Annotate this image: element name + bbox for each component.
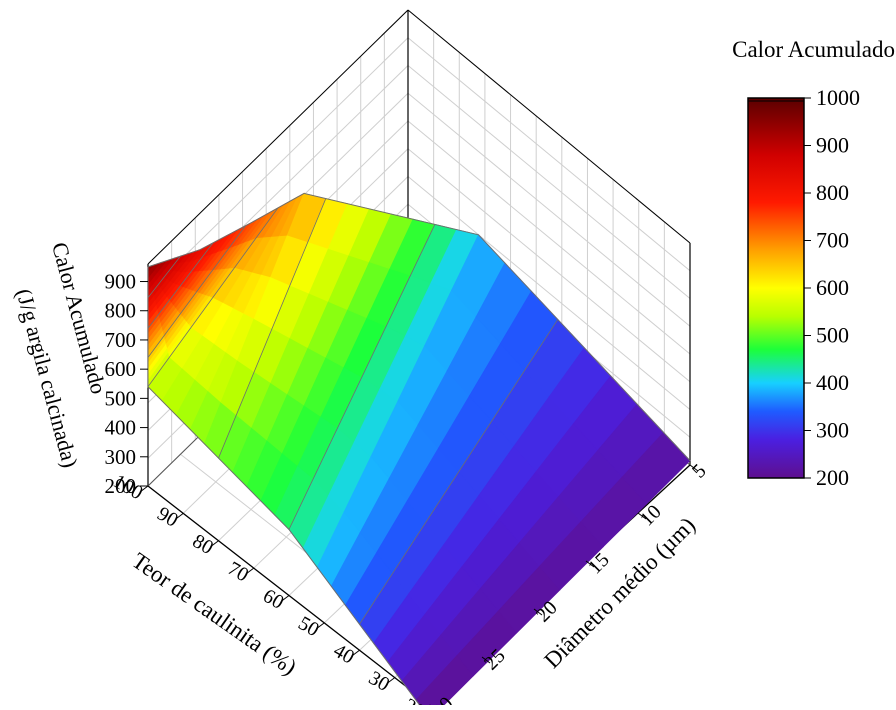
surface-edge xyxy=(147,192,691,461)
surface-mesh-line xyxy=(218,198,327,459)
frame-edge xyxy=(407,9,691,244)
z-tick-label: 400 xyxy=(105,416,137,440)
y-tick-label: 70 xyxy=(224,557,252,586)
surface-mesh-line xyxy=(288,224,436,530)
z-tick-label: 800 xyxy=(105,299,137,323)
y-tick-label: 90 xyxy=(153,503,181,532)
colorbar-tick-label: 600 xyxy=(816,275,849,300)
y-tick-label: 80 xyxy=(189,530,217,559)
surface-edge xyxy=(147,266,424,710)
y-tick xyxy=(210,540,219,548)
frame-edge xyxy=(147,9,409,265)
colorbar-bar xyxy=(747,97,805,479)
z-tick-label: 300 xyxy=(105,445,137,469)
colorbar-tick-label: 900 xyxy=(816,133,849,158)
right-wall-hgrid xyxy=(407,65,691,299)
y-tick-label: 40 xyxy=(330,640,358,669)
z-tick-label: 900 xyxy=(105,270,137,294)
x-tick xyxy=(585,560,595,568)
y-tick-label: 60 xyxy=(259,585,287,614)
surface-mesh-line xyxy=(147,255,181,298)
x-tick xyxy=(689,464,699,472)
colorbar-tick-label: 200 xyxy=(816,465,849,490)
colorbar-tick-label: 1000 xyxy=(816,85,860,110)
right-wall-hgrid xyxy=(407,37,691,272)
right-wall-hgrid xyxy=(407,148,691,383)
z-tick-label: 600 xyxy=(105,357,137,381)
right-wall-hgrid xyxy=(407,92,691,327)
y-axis-title: Teor de caulinita (%) xyxy=(127,548,301,680)
colorbar-tick-label: 700 xyxy=(816,228,849,253)
x-tick xyxy=(637,512,647,520)
left-wall-hgrid xyxy=(147,37,409,293)
y-tick xyxy=(280,595,290,602)
z-tick-label: 700 xyxy=(105,328,137,352)
y-tick xyxy=(386,677,396,685)
surface-mesh-line xyxy=(147,225,246,358)
y-tick xyxy=(174,512,184,520)
surface-mesh-line xyxy=(359,319,559,625)
colorbar-tick-label: 400 xyxy=(816,370,849,395)
z-tick-label: 200 xyxy=(105,474,137,498)
x-tick xyxy=(481,656,491,664)
y-tick xyxy=(139,485,149,493)
right-wall-hgrid xyxy=(407,176,691,410)
x-tick-label: 5 xyxy=(688,460,711,483)
y-tick xyxy=(245,567,255,575)
colorbar-tick-label: 500 xyxy=(816,323,849,348)
y-tick xyxy=(315,622,325,630)
x-tick xyxy=(533,608,543,616)
surface-mesh-line xyxy=(147,207,279,387)
surface-plot xyxy=(147,192,691,710)
colorbar-title: Calor Acumulado xyxy=(732,37,895,62)
right-wall-hgrid xyxy=(407,120,691,355)
y-tick-label: 30 xyxy=(365,667,393,696)
z-tick-label: 500 xyxy=(105,386,137,410)
colorbar-tick-label: 300 xyxy=(816,418,849,443)
colorbar-tick-label: 800 xyxy=(816,180,849,205)
y-tick xyxy=(351,649,360,657)
surface-mesh-line xyxy=(147,242,214,329)
y-tick-label: 50 xyxy=(294,612,322,641)
